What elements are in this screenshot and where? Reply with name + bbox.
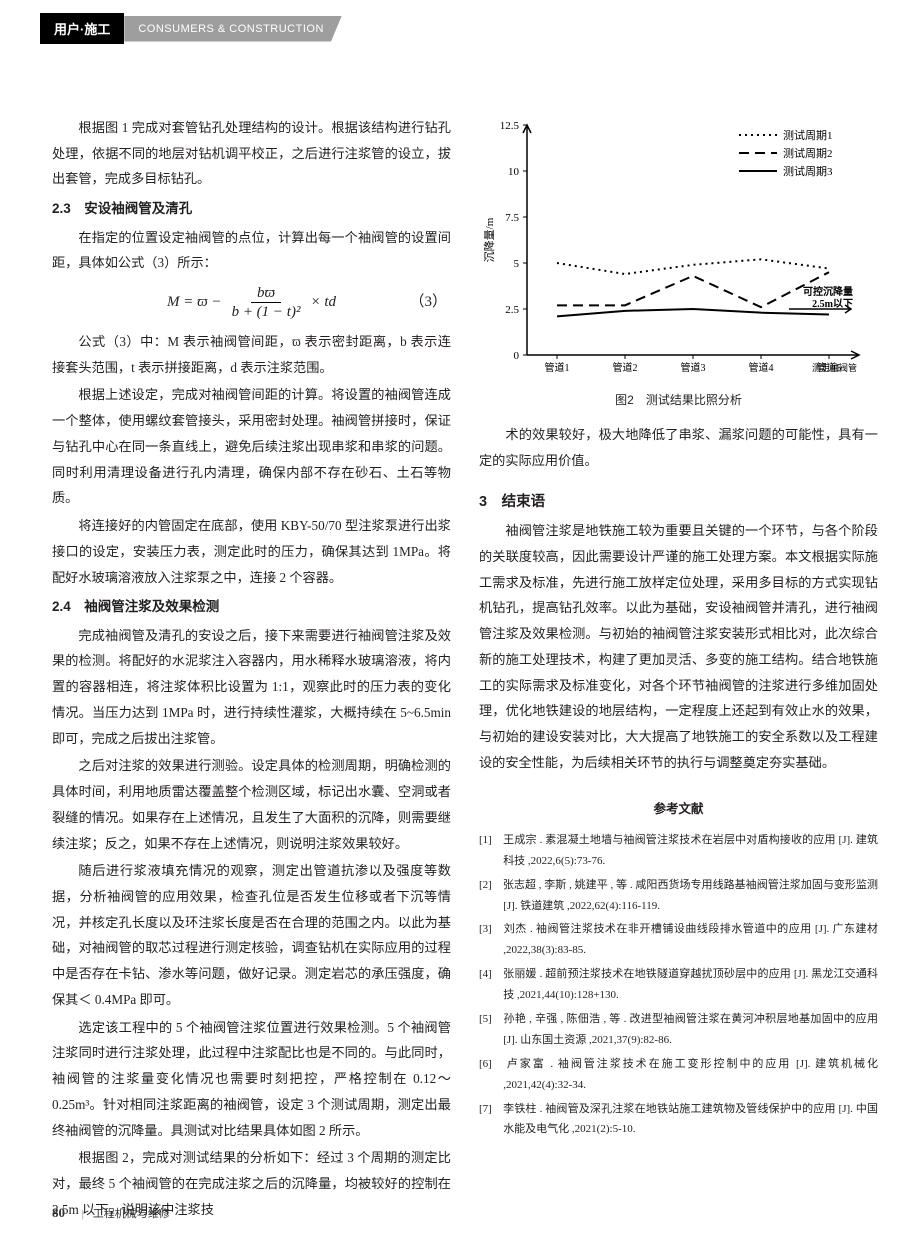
svg-text:0: 0 xyxy=(514,350,520,362)
magazine-name: 工程机械与维修 xyxy=(93,1208,170,1220)
svg-text:5: 5 xyxy=(514,258,520,270)
reference-item: [7] 李铁柱 . 袖阀管及深孔注浆在地铁站施工建筑物及管线保护中的应用 [J]… xyxy=(479,1099,878,1141)
para: 选定该工程中的 5 个袖阀管注浆位置进行效果检测。5 个袖阀管注浆同时进行注浆处… xyxy=(52,1015,451,1144)
header-section-sub: CONSUMERS & CONSTRUCTION xyxy=(124,16,342,42)
para: 在指定的位置设定袖阀管的点位，计算出每一个袖阀管的设置间距，具体如公式（3）所示… xyxy=(52,225,451,276)
heading-3: 3 结束语 xyxy=(479,488,878,516)
heading-2-4: 2.4 袖阀管注浆及效果检测 xyxy=(52,594,451,620)
svg-text:管道2: 管道2 xyxy=(613,361,638,374)
svg-text:2.5m以下: 2.5m以下 xyxy=(812,298,853,310)
reference-item: [6] 卢家富 . 袖阀管注浆技术在施工变形控制中的应用 [J]. 建筑机械化 … xyxy=(479,1054,878,1096)
formula-denominator: b + (1 − t)² xyxy=(226,303,307,321)
page-header: 用户·施工 CONSUMERS & CONSTRUCTION xyxy=(0,0,920,45)
para-continuation: 术的效果较好，极大地降低了串浆、漏浆问题的可能性，具有一定的实际应用价值。 xyxy=(479,422,878,473)
svg-text:沉降量/m: 沉降量/m xyxy=(482,217,496,262)
svg-text:7.5: 7.5 xyxy=(505,212,519,224)
para: 将连接好的内管固定在底部，使用 KBY-50/70 型注浆泵进行出浆接口的设定，… xyxy=(52,513,451,590)
reference-item: [3] 刘杰 . 袖阀管注浆技术在非开槽铺设曲线段排水管道中的应用 [J]. 广… xyxy=(479,919,878,961)
references-list: [1] 王成宗 . 素混凝土地墙与袖阀管注浆技术在岩层中对盾构接收的应用 [J]… xyxy=(479,830,878,1140)
formula-3: M = ϖ − bϖ b + (1 − t)² × td （3） xyxy=(52,284,451,321)
formula-lhs: M = ϖ − xyxy=(167,288,222,317)
formula-numerator: bϖ xyxy=(251,284,281,303)
para: 之后对注浆的效果进行测验。设定具体的检测周期，明确检测的具体时间，利用地质雷达覆… xyxy=(52,753,451,856)
para: 公式（3）中：M 表示袖阀管间距，ϖ 表示密封距离，b 表示连接套头范围，t 表… xyxy=(52,329,451,380)
para: 袖阀管注浆是地铁施工较为重要且关键的一个环节，与各个阶段的关联度较高，因此需要设… xyxy=(479,518,878,775)
references-title: 参考文献 xyxy=(479,797,878,821)
heading-2-3: 2.3 安设袖阀管及清孔 xyxy=(52,196,451,222)
formula-fraction: bϖ b + (1 − t)² xyxy=(226,284,307,321)
header-section-label: 用户·施工 xyxy=(40,13,124,44)
svg-text:测试周期1: 测试周期1 xyxy=(783,129,833,142)
figure-2-caption: 图2 测试结果比照分析 xyxy=(479,389,878,412)
formula-number: （3） xyxy=(409,288,447,317)
reference-item: [4] 张丽媛 . 超前预注浆技术在地铁隧道穿越扰顶砂层中的应用 [J]. 黑龙… xyxy=(479,964,878,1006)
svg-text:测试周期2: 测试周期2 xyxy=(783,147,833,160)
svg-text:10: 10 xyxy=(508,166,520,178)
reference-item: [2] 张志超 , 李斯 , 姚建平 , 等 . 咸阳西货场专用线路基袖阀管注浆… xyxy=(479,875,878,917)
left-column: 根据图 1 完成对套管钻孔处理结构的设计。根据该结构进行钻孔处理，依据不同的地层… xyxy=(52,115,451,1225)
para: 随后进行浆液填充情况的观察，测定出管道抗渗以及强度等数据，分析袖阀管的应用效果，… xyxy=(52,858,451,1012)
svg-text:测定袖阀管: 测定袖阀管 xyxy=(812,362,857,373)
svg-text:可控沉降量: 可控沉降量 xyxy=(803,285,853,298)
svg-text:12.5: 12.5 xyxy=(500,120,520,132)
figure-2: 02.557.51012.5管道1管道2管道3管道4管道5测定袖阀管沉降量/m可… xyxy=(479,115,878,412)
chart-canvas: 02.557.51012.5管道1管道2管道3管道4管道5测定袖阀管沉降量/m可… xyxy=(479,115,869,385)
page-number: 80 xyxy=(52,1205,65,1220)
right-column: 02.557.51012.5管道1管道2管道3管道4管道5测定袖阀管沉降量/m可… xyxy=(479,115,878,1225)
formula-tail: × td xyxy=(310,288,336,317)
reference-item: [5] 孙艳 , 辛强 , 陈佃浩 , 等 . 改进型袖阀管注浆在黄河冲积层地基… xyxy=(479,1009,878,1051)
page-body: 根据图 1 完成对套管钻孔处理结构的设计。根据该结构进行钻孔处理，依据不同的地层… xyxy=(0,45,920,1225)
reference-item: [1] 王成宗 . 素混凝土地墙与袖阀管注浆技术在岩层中对盾构接收的应用 [J]… xyxy=(479,830,878,872)
footer-separator: | xyxy=(82,1208,84,1220)
svg-text:管道4: 管道4 xyxy=(749,361,774,374)
svg-text:2.5: 2.5 xyxy=(505,304,519,316)
page-footer: 80 | 工程机械与维修 xyxy=(52,1205,170,1221)
para: 根据图 1 完成对套管钻孔处理结构的设计。根据该结构进行钻孔处理，依据不同的地层… xyxy=(52,115,451,192)
svg-text:管道1: 管道1 xyxy=(545,361,570,374)
para: 完成袖阀管及清孔的安设之后，接下来需要进行袖阀管注浆及效果的检测。将配好的水泥浆… xyxy=(52,623,451,752)
svg-text:管道3: 管道3 xyxy=(681,361,706,374)
para: 根据上述设定，完成对袖阀管间距的计算。将设置的袖阀管连成一个整体，使用螺纹套管接… xyxy=(52,382,451,511)
svg-text:测试周期3: 测试周期3 xyxy=(783,165,833,178)
